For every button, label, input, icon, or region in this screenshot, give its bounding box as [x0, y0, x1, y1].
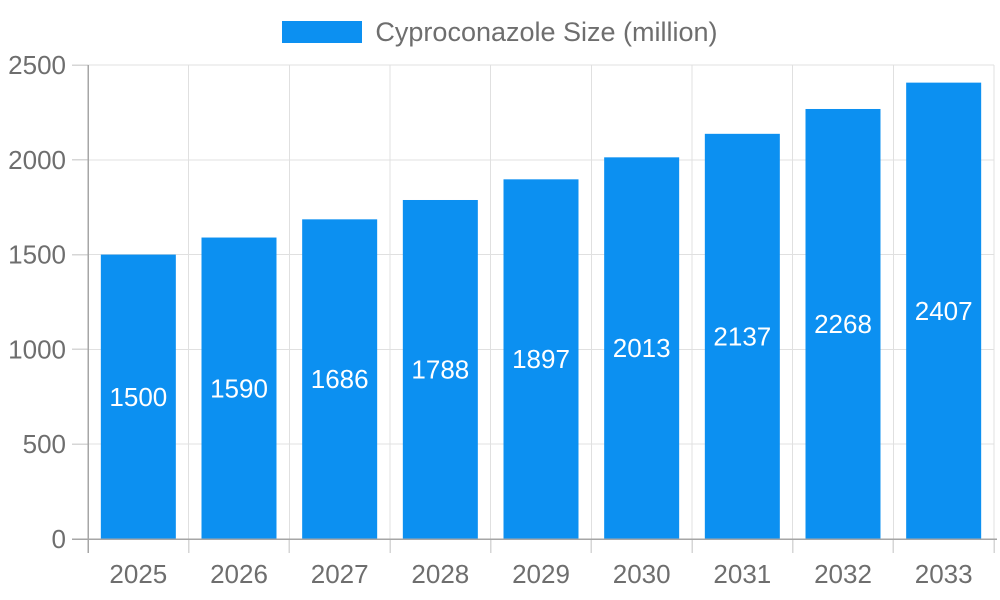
bar-2031[interactable]: [704, 133, 780, 539]
y-axis-tick-label-1500: 1500: [8, 240, 66, 270]
y-axis-tick-label-500: 500: [23, 429, 66, 459]
x-axis-tick-label-2029: 2029: [512, 559, 570, 589]
bar-value-label-2025: 1500: [109, 382, 167, 412]
bar-value-label-2027: 1686: [311, 364, 369, 394]
bar-value-label-2029: 1897: [512, 344, 570, 374]
bar-2029[interactable]: [503, 179, 579, 539]
x-axis-tick-label-2025: 2025: [109, 559, 167, 589]
bar-value-label-2026: 1590: [210, 373, 268, 403]
x-axis-tick-label-2033: 2033: [915, 559, 973, 589]
legend-swatch: [282, 21, 363, 43]
legend-label: Cyproconazole Size (million): [375, 16, 718, 47]
bar-2026[interactable]: [201, 237, 277, 539]
legend[interactable]: Cyproconazole Size (million): [0, 10, 1000, 54]
bar-2027[interactable]: [302, 219, 378, 539]
bar-2032[interactable]: [805, 108, 881, 540]
bar-2025[interactable]: [100, 254, 176, 539]
x-axis-tick-label-2032: 2032: [814, 559, 872, 589]
y-axis-tick-label-2500: 2500: [8, 50, 66, 80]
bar-2030[interactable]: [604, 157, 680, 539]
x-axis-tick-label-2026: 2026: [210, 559, 268, 589]
x-axis-tick-label-2031: 2031: [713, 559, 771, 589]
y-axis-tick-label-0: 0: [52, 524, 66, 554]
y-axis-tick-label-1000: 1000: [8, 334, 66, 364]
y-axis-tick-label-2000: 2000: [8, 145, 66, 175]
bar-value-label-2032: 2268: [814, 309, 872, 339]
bar-value-label-2028: 1788: [411, 354, 469, 384]
x-axis-tick-label-2028: 2028: [411, 559, 469, 589]
bar-value-label-2033: 2407: [915, 296, 973, 326]
x-axis-tick-label-2030: 2030: [613, 559, 671, 589]
bar-2033[interactable]: [906, 82, 982, 539]
bar-value-label-2031: 2137: [713, 321, 771, 351]
x-axis-tick-label-2027: 2027: [311, 559, 369, 589]
bar-value-label-2030: 2013: [613, 333, 671, 363]
bar-2028[interactable]: [402, 199, 478, 540]
